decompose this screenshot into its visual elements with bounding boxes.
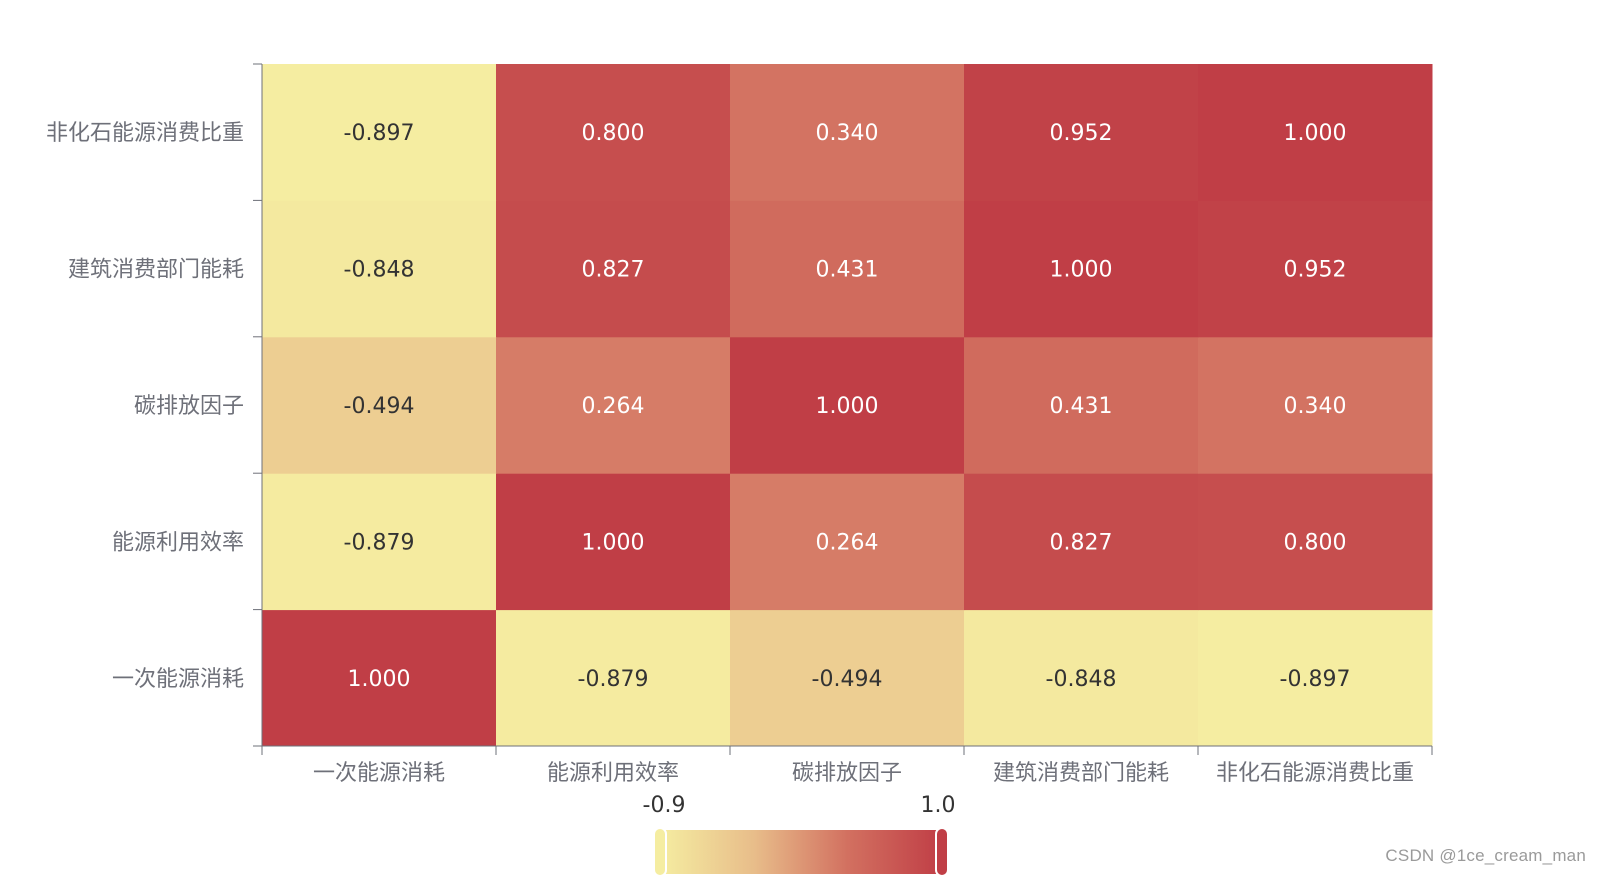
heatmap-cell [730, 609, 965, 747]
cell-value-label: -0.879 [344, 530, 415, 555]
heatmap-cell [496, 609, 731, 747]
heatmap-cell [496, 64, 731, 201]
heatmap-cell [730, 200, 965, 338]
visual-map[interactable]: -0.9 1.0 [643, 793, 956, 877]
x-axis-tick-label: 非化石能源消费比重 [1216, 761, 1414, 786]
cell-value-label: 0.264 [582, 394, 645, 419]
axes-layer: 一次能源消耗能源利用效率碳排放因子建筑消费部门能耗非化石能源消费比重一次能源消耗… [46, 63, 1433, 786]
cell-value-label: 1.000 [582, 530, 645, 555]
visual-map-max-handle[interactable] [935, 827, 949, 877]
y-axis-tick-label: 一次能源消耗 [112, 667, 244, 692]
heatmap-cell [964, 609, 1199, 747]
cell-value-label: -0.897 [1280, 667, 1351, 692]
watermark: CSDN @1ce_cream_man [1385, 846, 1586, 865]
cell-value-label: -0.848 [1046, 667, 1117, 692]
heatmap-cell [496, 200, 731, 338]
heatmap-cell [1198, 336, 1433, 474]
heatmap-cell [262, 609, 497, 747]
heatmap-cell [964, 200, 1199, 338]
cells-layer [262, 64, 1433, 747]
heatmap-cell [1198, 64, 1433, 201]
heatmap-cell [262, 200, 497, 338]
x-axis-tick-label: 建筑消费部门能耗 [993, 761, 1169, 786]
heatmap-cell [262, 336, 497, 474]
visual-map-bar [660, 830, 942, 874]
heatmap-cell [262, 64, 497, 201]
cell-value-label: -0.848 [344, 258, 415, 283]
cell-value-label: 1.000 [816, 394, 879, 419]
cell-value-label: -0.897 [344, 121, 415, 146]
cell-value-label: 0.952 [1050, 121, 1113, 146]
x-axis-tick-label: 碳排放因子 [792, 761, 902, 786]
cell-value-label: 1.000 [348, 667, 411, 692]
cell-value-label: 0.827 [1050, 530, 1113, 555]
cell-value-label: -0.879 [578, 667, 649, 692]
cell-value-label: 0.340 [1284, 394, 1347, 419]
x-axis-tick-label: 能源利用效率 [547, 761, 679, 786]
cell-value-label: 0.431 [1050, 394, 1113, 419]
heatmap-cell [964, 64, 1199, 201]
cell-value-label: 0.827 [582, 258, 645, 283]
y-axis-tick-label: 建筑消费部门能耗 [68, 258, 244, 283]
heatmap-cell [1198, 609, 1433, 747]
cell-value-label: 0.800 [1284, 530, 1347, 555]
y-axis-tick-label: 非化石能源消费比重 [46, 121, 244, 146]
cell-value-label: 0.431 [816, 258, 879, 283]
heatmap-cell [730, 64, 965, 201]
cell-value-label: -0.494 [812, 667, 883, 692]
heatmap-cell [964, 473, 1199, 611]
cell-value-label: 0.952 [1284, 258, 1347, 283]
cell-value-label: 1.000 [1050, 258, 1113, 283]
heatmap-cell [730, 336, 965, 474]
visual-map-min-handle[interactable] [653, 827, 667, 877]
heatmap-cell [964, 336, 1199, 474]
cell-value-label: -0.494 [344, 394, 415, 419]
heatmap-cell [1198, 473, 1433, 611]
visual-map-max-label: 1.0 [921, 793, 956, 818]
cell-value-label: 0.340 [816, 121, 879, 146]
heatmap-cell [496, 336, 731, 474]
cell-value-label: 1.000 [1284, 121, 1347, 146]
heatmap-cell [730, 473, 965, 611]
heatmap-cell [1198, 200, 1433, 338]
y-axis-tick-label: 碳排放因子 [134, 394, 244, 419]
heatmap-cell [262, 473, 497, 611]
cell-value-label: 0.800 [582, 121, 645, 146]
visual-map-min-label: -0.9 [643, 793, 686, 818]
cell-value-label: 0.264 [816, 530, 879, 555]
heatmap-cell [496, 473, 731, 611]
x-axis-tick-label: 一次能源消耗 [313, 761, 445, 786]
cell-labels-layer: 1.000 -0.879 -0.494 -0.848 -0.897 -0.879 1.000… [344, 121, 1351, 692]
y-axis-tick-label: 能源利用效率 [112, 530, 244, 555]
